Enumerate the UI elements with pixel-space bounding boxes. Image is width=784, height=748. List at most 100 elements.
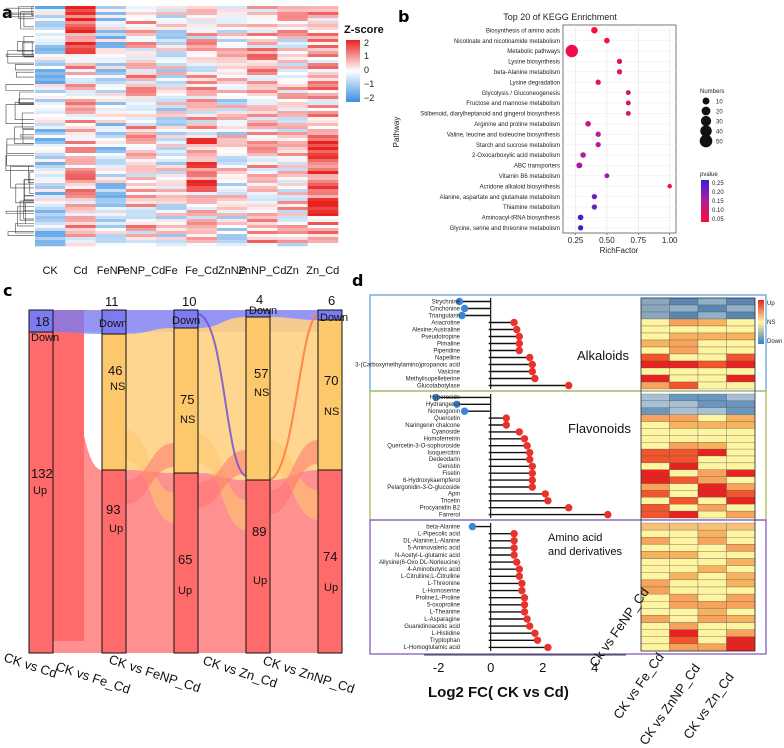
heatmap-cell xyxy=(247,126,278,130)
heatmap-cell xyxy=(307,156,339,160)
heat-cell xyxy=(640,469,670,477)
lollipop-item-label: Quercetin xyxy=(434,416,460,422)
heatmap-cell xyxy=(156,171,187,175)
heat-cell xyxy=(640,367,670,376)
heat-cell xyxy=(640,360,670,369)
heat-cell xyxy=(640,510,670,519)
heatmap-cell xyxy=(247,186,278,190)
heatmap-cell xyxy=(95,180,127,184)
heatmap-col-label: Fe xyxy=(165,265,178,277)
heatmap-cell xyxy=(156,210,187,214)
heatmap-col-label: Zn xyxy=(286,265,299,277)
heat-legend: Up NS Down xyxy=(758,300,782,345)
heat-cell xyxy=(726,448,756,457)
heat-cell xyxy=(669,448,699,457)
heatmap-cell xyxy=(216,93,248,97)
lollipop-dot xyxy=(523,442,531,450)
heat-cell xyxy=(669,442,699,450)
heatmap-cell xyxy=(307,36,339,40)
sankey-flow-down xyxy=(126,310,174,334)
heat-cell xyxy=(726,622,756,630)
heatmap-cell xyxy=(65,48,96,52)
heatmap-cell xyxy=(216,48,248,52)
sankey-count-up-1: 93 xyxy=(106,502,120,517)
heatmap-cell xyxy=(95,132,127,136)
heatmap-cell xyxy=(95,222,127,226)
heat-cell xyxy=(669,643,699,652)
heat-cell xyxy=(669,608,699,616)
heatmap-cell xyxy=(35,234,66,238)
heatmap-col-label: Fe_Cd xyxy=(185,265,218,277)
heatmap-cell xyxy=(35,132,66,136)
kegg-dot xyxy=(585,120,591,127)
heatmap-cell xyxy=(95,126,127,130)
heatmap-cell xyxy=(216,24,248,28)
heatmap-cell xyxy=(247,33,278,37)
lollipop-dot xyxy=(513,325,521,334)
heatmap-cell xyxy=(35,138,66,142)
heatmap-cell xyxy=(216,6,248,10)
heatmap-cell xyxy=(125,192,157,196)
heatmap-cell xyxy=(125,45,157,49)
dendrogram-branches xyxy=(5,6,34,236)
heatmap-cell xyxy=(35,54,66,58)
lollipop-dot xyxy=(528,469,536,477)
heatmap-cell xyxy=(247,132,278,136)
heatmap-cell xyxy=(65,93,96,97)
heatmap-cell xyxy=(65,207,96,211)
kegg-pvalue-legend: pvalue 0.25 0.20 0.15 0.10 0.05 xyxy=(700,172,724,223)
heatmap-cell xyxy=(186,78,218,82)
heat-cell xyxy=(669,551,699,559)
heat-cell xyxy=(726,537,756,545)
heatmap-cell xyxy=(65,126,96,130)
lollipop-item-label: Dedeodarin xyxy=(429,457,460,463)
lollipop-dot xyxy=(565,381,573,390)
heatmap-cell xyxy=(307,12,339,16)
sankey-count-ns-3: 57 xyxy=(254,366,268,381)
lollipop-item-label: Norwogonin xyxy=(428,409,460,415)
heatmap-cell xyxy=(125,147,157,151)
lollipop-item-label: L-Homoserine xyxy=(422,588,460,594)
heat-cell xyxy=(669,462,699,470)
heatmap-cell xyxy=(216,63,248,67)
size-legend-label: 50 xyxy=(716,140,723,146)
heatmap-legend-tick: 0 xyxy=(364,65,369,75)
kegg-dot xyxy=(577,214,584,221)
heatmap-cell xyxy=(156,21,187,25)
sankey-flow-line xyxy=(197,313,247,477)
lollipop-dot xyxy=(515,428,523,436)
heatmap-cell xyxy=(95,147,127,151)
kegg-pathway-label: beta-Alanine metabolism xyxy=(494,70,560,76)
heat-cell xyxy=(640,579,670,588)
heatmap-cell xyxy=(95,102,127,106)
heatmap-cell xyxy=(247,30,278,34)
sankey-flow-ns xyxy=(270,317,318,480)
heatmap-cell xyxy=(247,87,278,91)
heatmap-cell xyxy=(65,168,96,172)
heat-cell xyxy=(640,353,670,362)
heatmap-cell xyxy=(125,207,157,211)
heatmap-cell xyxy=(156,180,187,184)
heatmap-cell xyxy=(95,156,127,160)
heatmap-cell xyxy=(156,99,187,103)
heatmap-cell xyxy=(156,90,187,94)
heatmap-cell xyxy=(95,243,127,247)
heat-cell xyxy=(640,622,670,630)
heatmap-cell xyxy=(65,63,96,67)
lollipop-dot xyxy=(458,311,466,320)
heatmap-cell xyxy=(65,18,96,22)
heatmap-cell xyxy=(307,39,339,43)
heatmap-cell xyxy=(216,165,248,169)
sankey-flow-line xyxy=(269,313,319,481)
heatmap-cell xyxy=(35,180,66,184)
heatmap-column-labels: CK Cd FeNP FeNP_Cd Fe Fe_Cd ZnNP ZnNP_Cd… xyxy=(42,265,339,277)
heatmap-cell xyxy=(186,153,218,157)
heat-cell xyxy=(669,435,699,443)
heatmap-cell xyxy=(247,72,278,76)
heat-cell xyxy=(669,497,699,505)
heat-cell xyxy=(640,421,670,429)
heatmap-cell xyxy=(65,153,96,157)
heatmap-col-label: ZnNP xyxy=(218,265,246,277)
heatmap-cell xyxy=(307,210,339,214)
heatmap-cell xyxy=(216,228,248,232)
